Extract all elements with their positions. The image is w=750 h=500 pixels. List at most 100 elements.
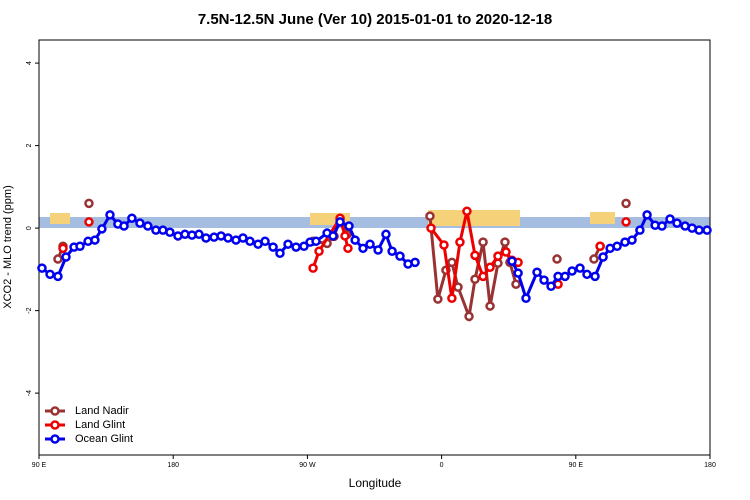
point (455, 237, 465, 247)
point (365, 239, 375, 249)
point (358, 243, 368, 254)
point (433, 294, 443, 304)
y-axis-label: XCO2 - MLO trend (ppm) (2, 185, 14, 308)
point (507, 256, 517, 266)
y-tick-label: 4 (26, 61, 33, 65)
point (344, 221, 354, 231)
legend-label: Ocean Glint (75, 433, 133, 445)
point (194, 229, 204, 240)
point (283, 239, 293, 249)
point (493, 251, 503, 261)
point (485, 301, 495, 311)
point (478, 271, 488, 282)
point (275, 248, 285, 259)
point (37, 263, 47, 273)
point (260, 236, 270, 247)
point (453, 282, 463, 292)
point (485, 262, 495, 273)
point (328, 231, 338, 241)
point (425, 211, 435, 221)
land-patch (428, 210, 520, 226)
point (582, 269, 592, 280)
point (299, 241, 309, 252)
point (308, 263, 318, 273)
point (447, 293, 457, 303)
y-tick-label: 0 (26, 226, 33, 230)
point (53, 254, 63, 264)
x-tick-label: 90 W (299, 462, 316, 469)
point (464, 311, 474, 322)
x-tick-label: 0 (440, 462, 444, 469)
point (513, 268, 523, 278)
y-tick-label: -4 (26, 390, 33, 396)
point (462, 206, 472, 216)
point (511, 279, 521, 289)
point (590, 271, 600, 282)
point (567, 266, 577, 276)
plot-frame (38, 39, 711, 456)
point (45, 269, 55, 280)
point (311, 236, 321, 247)
point (470, 250, 480, 261)
point (657, 221, 667, 231)
point (621, 217, 631, 227)
point (97, 224, 107, 234)
land-patch (590, 212, 615, 224)
point (135, 218, 145, 228)
point (621, 198, 631, 209)
point (546, 281, 556, 292)
point (426, 223, 436, 233)
point (598, 252, 608, 262)
point (350, 235, 360, 245)
point (373, 245, 383, 255)
point (53, 271, 63, 282)
point (612, 241, 622, 252)
point (84, 198, 94, 209)
x-tick-label: 90 E (32, 462, 47, 469)
point (500, 237, 510, 247)
point (58, 243, 68, 254)
point (552, 254, 562, 264)
point (560, 271, 570, 282)
point (314, 246, 324, 256)
point (127, 213, 137, 223)
point (387, 246, 397, 256)
legend-label: Land Nadir (75, 405, 129, 417)
point (105, 210, 115, 220)
point (470, 274, 480, 285)
point (627, 235, 637, 245)
point (343, 243, 353, 254)
land-patch (50, 213, 70, 224)
legend-marker (50, 420, 60, 430)
point (478, 237, 488, 247)
point (642, 210, 652, 220)
point (245, 236, 255, 247)
point (501, 247, 511, 257)
x-tick-label: 90 E (569, 462, 584, 469)
point (340, 231, 350, 241)
point (119, 221, 129, 231)
point (395, 251, 405, 261)
point (268, 242, 278, 252)
point (702, 225, 712, 235)
point (84, 217, 94, 227)
x-tick-label: 180 (704, 462, 716, 469)
point (90, 235, 100, 245)
point (410, 257, 420, 268)
point (694, 225, 704, 235)
point (201, 233, 211, 243)
y-tick-label: -2 (26, 307, 33, 313)
point (75, 241, 85, 252)
x-tick-label: 180 (167, 462, 179, 469)
point (589, 254, 599, 264)
point (635, 225, 645, 235)
ocean-band (39, 217, 710, 228)
point (61, 252, 71, 262)
x-axis-label: Longitude (349, 476, 402, 490)
point (439, 240, 449, 250)
point (165, 227, 175, 237)
point (665, 214, 675, 224)
point (291, 242, 301, 252)
